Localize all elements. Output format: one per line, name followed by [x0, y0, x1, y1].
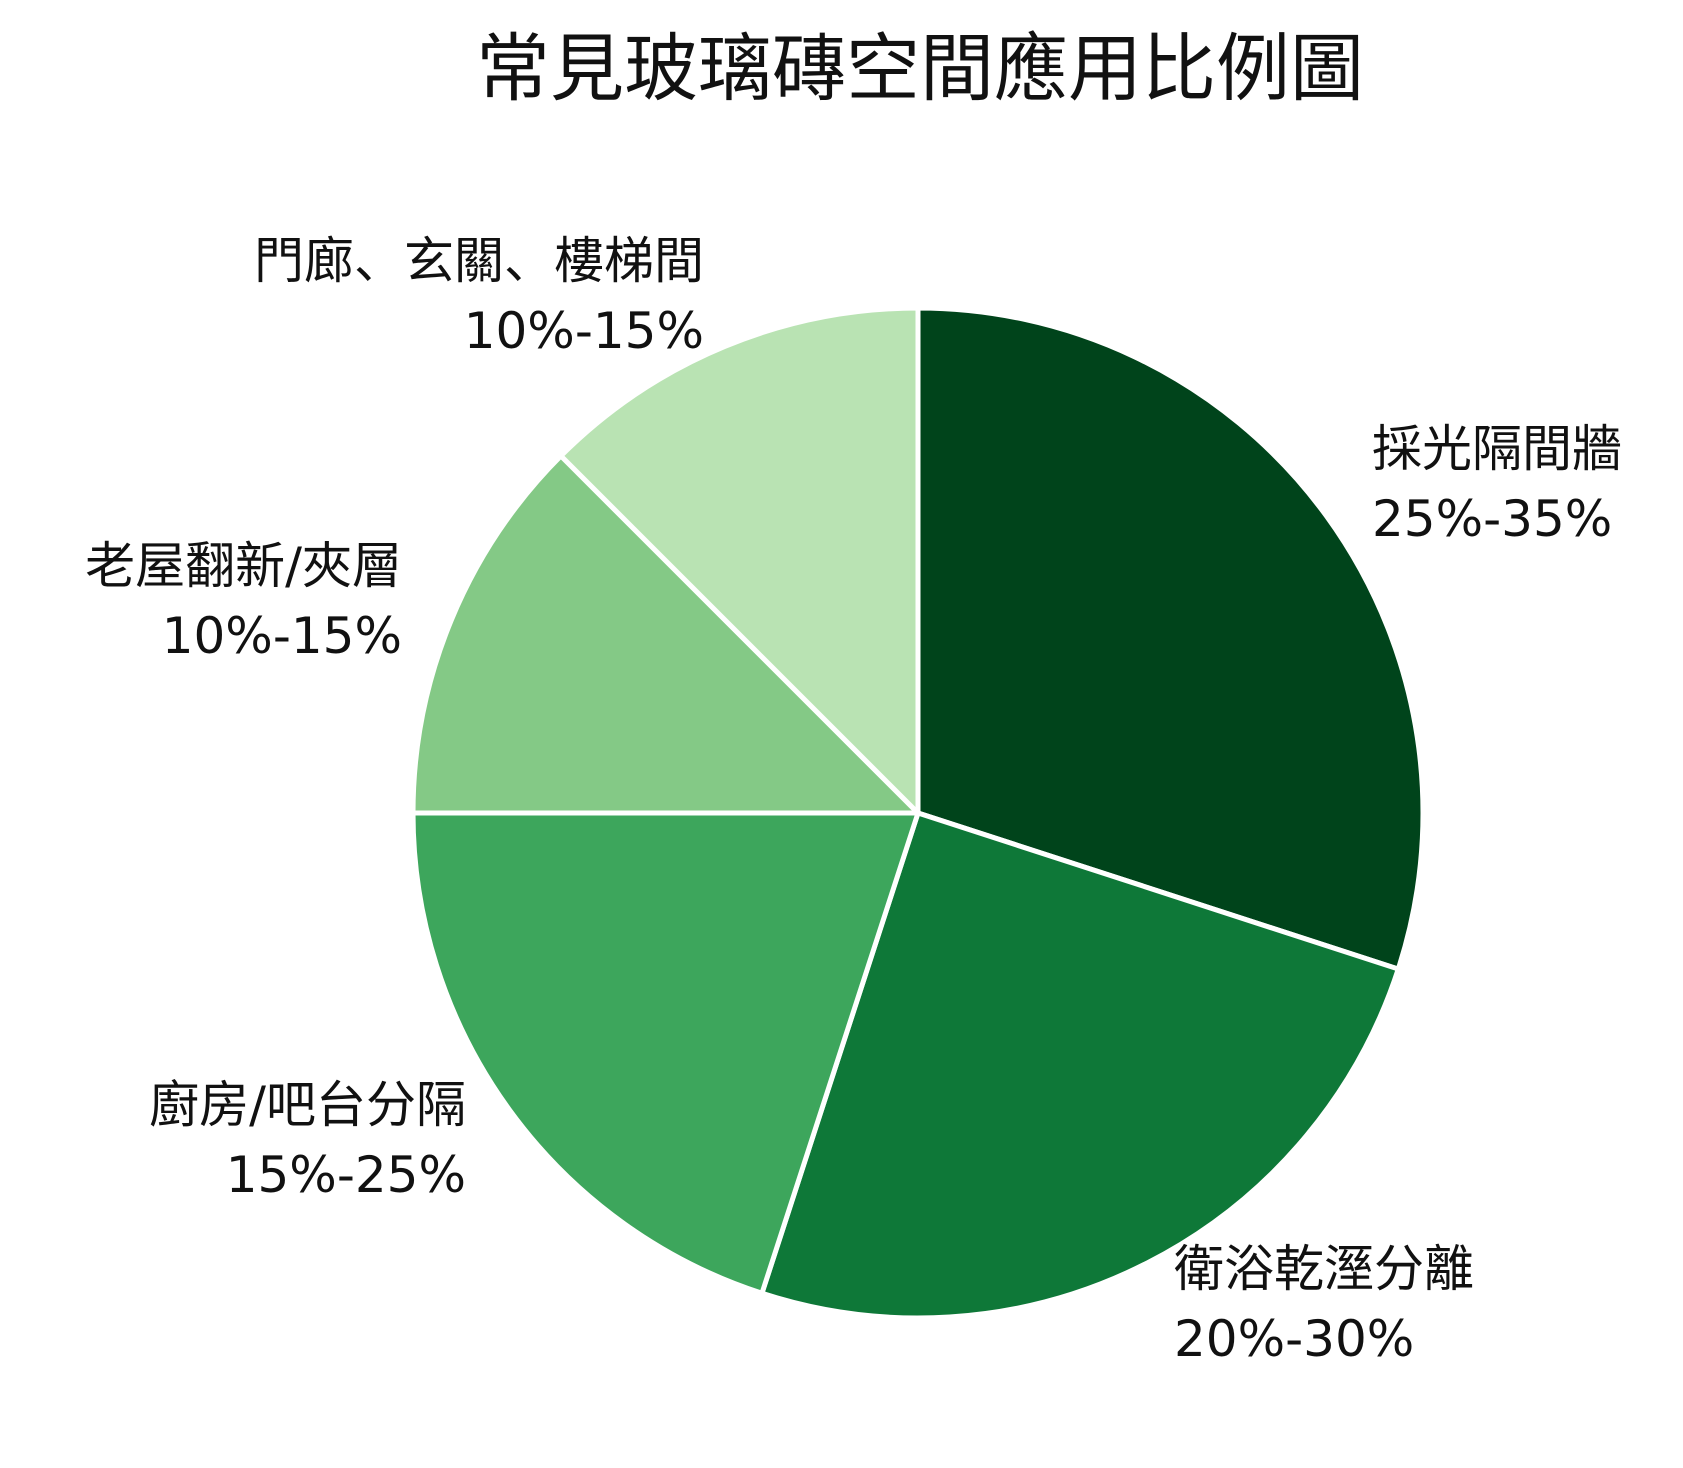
slice-range-label: 10%-15%	[464, 302, 704, 360]
pie-slice	[558, 305, 921, 816]
slice-name-label: 門廊、玄關、樓梯間	[254, 232, 704, 290]
slice-range-label: 25%-35%	[1372, 490, 1612, 548]
chart-title: 常見玻璃磚空間應用比例圖	[476, 26, 1364, 112]
slice-name-label: 老屋翻新/夾層	[85, 537, 402, 595]
slice-range-label: 10%-15%	[162, 607, 402, 665]
slice-range-label: 15%-25%	[226, 1146, 466, 1204]
pie-slice	[759, 810, 1401, 1321]
slice-range-label: 20%-30%	[1174, 1310, 1414, 1368]
pie-slices	[410, 305, 1426, 1321]
pie-slice	[410, 453, 921, 816]
slice-name-label: 採光隔間牆	[1372, 420, 1622, 478]
pie-slice	[410, 810, 921, 1296]
pie-slice	[915, 305, 1426, 972]
slice-name-label: 衛浴乾溼分離	[1174, 1240, 1474, 1298]
slice-name-label: 廚房/吧台分隔	[149, 1076, 466, 1134]
pie-labels: 採光隔間牆 25%-35% 衛浴乾溼分離 20%-30% 廚房/吧台分隔 15%-25% 老…	[85, 232, 1622, 1368]
